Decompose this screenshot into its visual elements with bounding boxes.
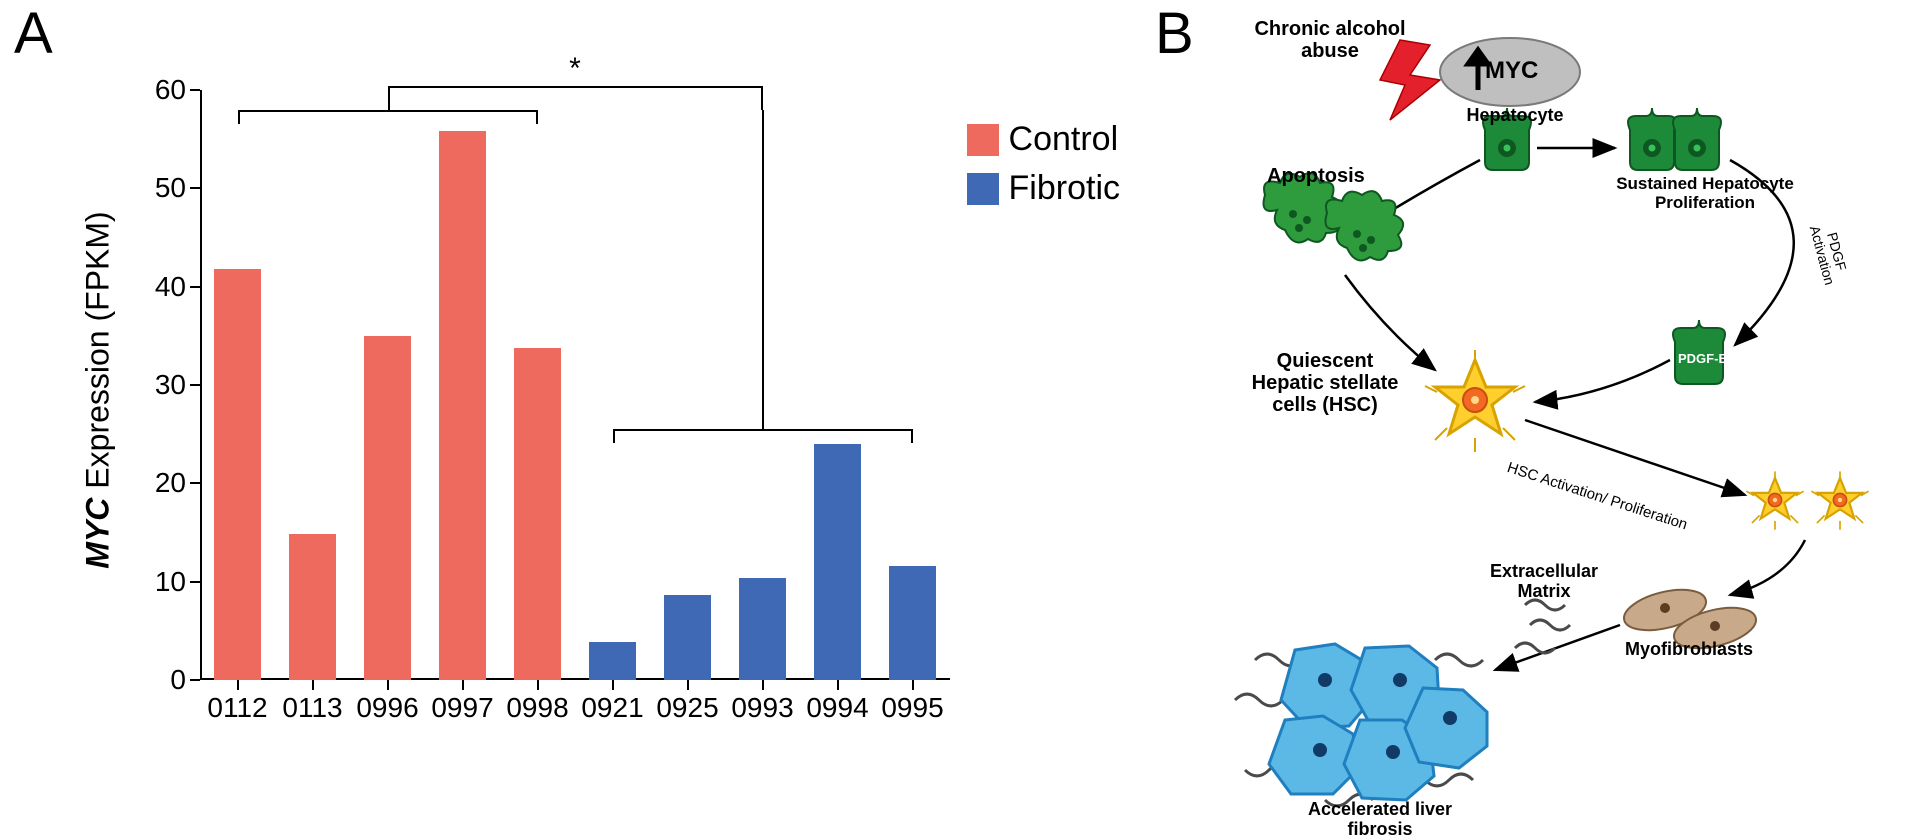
y-tick-label: 10	[155, 566, 200, 598]
legend-item: Fibrotic	[967, 169, 1120, 208]
x-tick-label: 0925	[656, 680, 718, 724]
y-tick-label: 0	[170, 664, 200, 696]
bar	[214, 269, 261, 680]
hsc-star-icon	[1425, 350, 1525, 452]
pathway-diagram: Chronic alcohol abuse MYC Hepatocyte Apo…	[1175, 0, 1915, 828]
sig-bracket-drop	[762, 110, 764, 430]
bar	[664, 595, 711, 680]
y-axis	[200, 90, 202, 680]
x-tick-label: 0113	[282, 680, 342, 724]
bar	[364, 336, 411, 680]
legend-label: Fibrotic	[1009, 169, 1120, 208]
y-tick-label: 40	[155, 271, 200, 303]
arrow-myofibro-to-ecm	[1495, 625, 1620, 670]
label-hepatocyte: Hepatocyte	[1455, 106, 1575, 126]
label-fibrosis: Accelerated liver fibrosis	[1280, 800, 1480, 840]
x-tick-label: 0996	[356, 680, 418, 724]
bar	[439, 131, 486, 680]
y-tick-label: 60	[155, 74, 200, 106]
sig-star: *	[569, 52, 581, 86]
fibrosis-cluster-icon	[1235, 644, 1487, 806]
x-tick-label: 0994	[806, 680, 868, 724]
bar	[589, 642, 636, 680]
legend-item: Control	[967, 120, 1120, 159]
proliferating-hepatocytes-icon	[1628, 108, 1721, 170]
y-tick-label: 20	[155, 467, 200, 499]
bar	[289, 534, 336, 680]
x-tick-label: 0997	[431, 680, 493, 724]
bar	[514, 348, 561, 680]
panel-a: A MYC Expression (FPKM) 0102030405060011…	[0, 0, 1120, 828]
sig-bracket-group2	[613, 429, 913, 443]
legend-label: Control	[1009, 120, 1119, 159]
y-tick-label: 30	[155, 369, 200, 401]
label-myofibroblasts: Myofibroblasts	[1625, 640, 1753, 660]
bar	[739, 578, 786, 680]
ylabel-gene: MYC	[80, 498, 116, 569]
y-tick-label: 50	[155, 172, 200, 204]
arrow-hsc-to-myofibro	[1730, 540, 1805, 595]
sig-bracket-group1	[238, 110, 538, 124]
ylabel-rest: Expression (FPKM)	[80, 211, 116, 497]
label-quiescent: Quiescent Hepatic stellate cells (HSC)	[1230, 350, 1420, 416]
legend-swatch	[967, 173, 999, 205]
label-apoptosis: Apoptosis	[1267, 165, 1365, 187]
label-stimulus: Chronic alcohol abuse	[1245, 18, 1415, 62]
label-myc: MYC	[1485, 58, 1538, 84]
x-tick-label: 0995	[881, 680, 943, 724]
x-tick-label: 0112	[207, 680, 267, 724]
x-tick-label: 0998	[506, 680, 568, 724]
arrow-pdgfb-to-hsc	[1535, 360, 1670, 402]
legend-swatch	[967, 124, 999, 156]
activated-hsc-icon	[1746, 471, 1868, 529]
label-pdgfb: PDGF-B	[1678, 352, 1728, 366]
plot-area: 0102030405060011201130996099709980921092…	[200, 90, 950, 680]
bar	[889, 566, 936, 680]
panel-a-letter: A	[14, 0, 53, 67]
bar-chart: MYC Expression (FPKM) 010203040506001120…	[80, 40, 950, 740]
x-tick-label: 0921	[581, 680, 643, 724]
label-sustained: Sustained Hepatocyte Proliferation	[1605, 175, 1805, 212]
label-ecm: Extracellular Matrix	[1469, 562, 1619, 602]
sig-bracket-connector	[388, 86, 763, 110]
panel-b: B	[1155, 0, 1920, 828]
y-axis-label: MYC Expression (FPKM)	[80, 211, 117, 568]
legend: Control Fibrotic	[967, 120, 1120, 218]
bar	[814, 444, 861, 680]
x-tick-label: 0993	[731, 680, 793, 724]
